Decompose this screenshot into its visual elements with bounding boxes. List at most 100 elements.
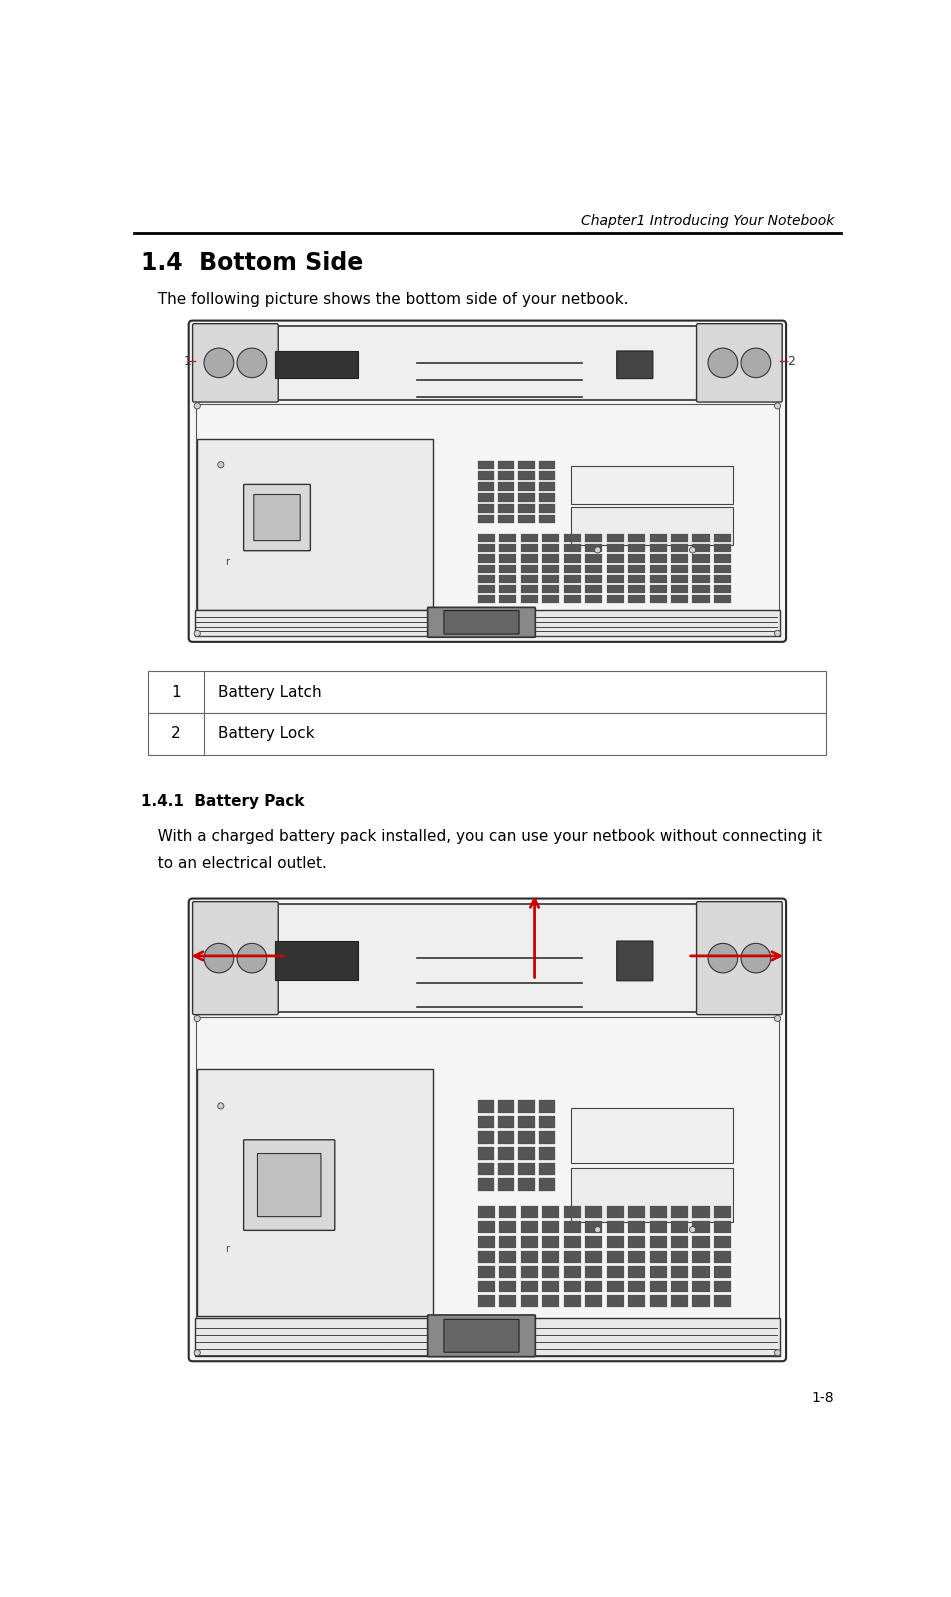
Bar: [714, 575, 731, 583]
Bar: [714, 596, 731, 604]
Bar: [542, 1266, 559, 1278]
Bar: [498, 1116, 514, 1127]
Bar: [714, 1206, 731, 1219]
Bar: [571, 466, 733, 505]
Bar: [585, 1250, 602, 1263]
Bar: [477, 482, 494, 490]
Bar: [518, 505, 534, 513]
Bar: [692, 596, 709, 604]
Circle shape: [689, 546, 696, 553]
Bar: [542, 1206, 559, 1219]
Bar: [499, 596, 516, 604]
Bar: [542, 585, 559, 592]
Bar: [671, 585, 689, 592]
Bar: [564, 1222, 581, 1233]
Bar: [477, 1250, 495, 1263]
Text: r: r: [225, 557, 229, 567]
Bar: [542, 1295, 559, 1308]
Bar: [538, 493, 555, 501]
Bar: [714, 585, 731, 592]
Bar: [650, 575, 667, 583]
Text: 1.4  Bottom Side: 1.4 Bottom Side: [141, 251, 363, 275]
Bar: [692, 554, 709, 562]
Bar: [628, 1222, 645, 1233]
Bar: [521, 596, 538, 604]
Bar: [564, 575, 581, 583]
Bar: [518, 1147, 534, 1159]
Bar: [692, 1222, 709, 1233]
Circle shape: [594, 546, 601, 553]
Bar: [692, 585, 709, 592]
Bar: [692, 565, 709, 573]
Bar: [477, 1281, 495, 1292]
Bar: [628, 585, 645, 592]
Circle shape: [194, 1349, 201, 1356]
Bar: [542, 565, 559, 573]
Bar: [714, 1266, 731, 1278]
Bar: [692, 1236, 709, 1247]
Bar: [477, 1206, 495, 1219]
Bar: [499, 545, 516, 553]
Bar: [564, 1206, 581, 1219]
Text: The following picture shows the bottom side of your netbook.: The following picture shows the bottom s…: [148, 292, 629, 308]
FancyBboxPatch shape: [192, 902, 279, 1014]
Bar: [628, 565, 645, 573]
FancyBboxPatch shape: [428, 1314, 535, 1356]
Bar: [692, 1266, 709, 1278]
Bar: [196, 404, 779, 636]
Bar: [564, 533, 581, 541]
Bar: [671, 565, 689, 573]
Bar: [518, 460, 534, 470]
Circle shape: [741, 348, 770, 377]
Bar: [477, 505, 494, 513]
Bar: [477, 1266, 495, 1278]
Bar: [650, 1266, 667, 1278]
Bar: [671, 1236, 689, 1247]
Bar: [477, 1222, 495, 1233]
Bar: [521, 575, 538, 583]
Bar: [195, 1318, 780, 1356]
Text: With a charged battery pack installed, you can use your netbook without connecti: With a charged battery pack installed, y…: [148, 829, 823, 843]
Bar: [518, 1179, 534, 1191]
Bar: [607, 1236, 624, 1247]
Circle shape: [689, 1226, 696, 1233]
Bar: [499, 1295, 516, 1308]
Bar: [538, 471, 555, 481]
Bar: [521, 533, 538, 541]
Bar: [197, 1068, 433, 1316]
Bar: [692, 1206, 709, 1219]
Text: to an electrical outlet.: to an electrical outlet.: [148, 856, 327, 870]
Bar: [498, 1147, 514, 1159]
Bar: [650, 596, 667, 604]
Bar: [628, 1206, 645, 1219]
Bar: [650, 1295, 667, 1308]
Circle shape: [218, 462, 223, 468]
Bar: [650, 1222, 667, 1233]
Bar: [521, 1206, 538, 1219]
Bar: [498, 1163, 514, 1175]
Bar: [714, 533, 731, 541]
Bar: [477, 1116, 494, 1127]
Bar: [477, 575, 495, 583]
Bar: [499, 1236, 516, 1247]
Bar: [542, 596, 559, 604]
Bar: [692, 1250, 709, 1263]
Bar: [498, 1179, 514, 1191]
Circle shape: [204, 348, 234, 377]
Bar: [275, 941, 358, 981]
Bar: [607, 545, 624, 553]
Bar: [671, 1281, 689, 1292]
Circle shape: [774, 402, 781, 409]
Bar: [671, 1250, 689, 1263]
Bar: [499, 1266, 516, 1278]
Bar: [499, 575, 516, 583]
Text: 2: 2: [171, 727, 181, 741]
Bar: [477, 1147, 494, 1159]
Bar: [518, 1100, 534, 1113]
Bar: [195, 610, 780, 637]
Bar: [197, 439, 433, 610]
Bar: [585, 1266, 602, 1278]
Bar: [542, 1222, 559, 1233]
Bar: [714, 1281, 731, 1292]
Bar: [671, 1295, 689, 1308]
